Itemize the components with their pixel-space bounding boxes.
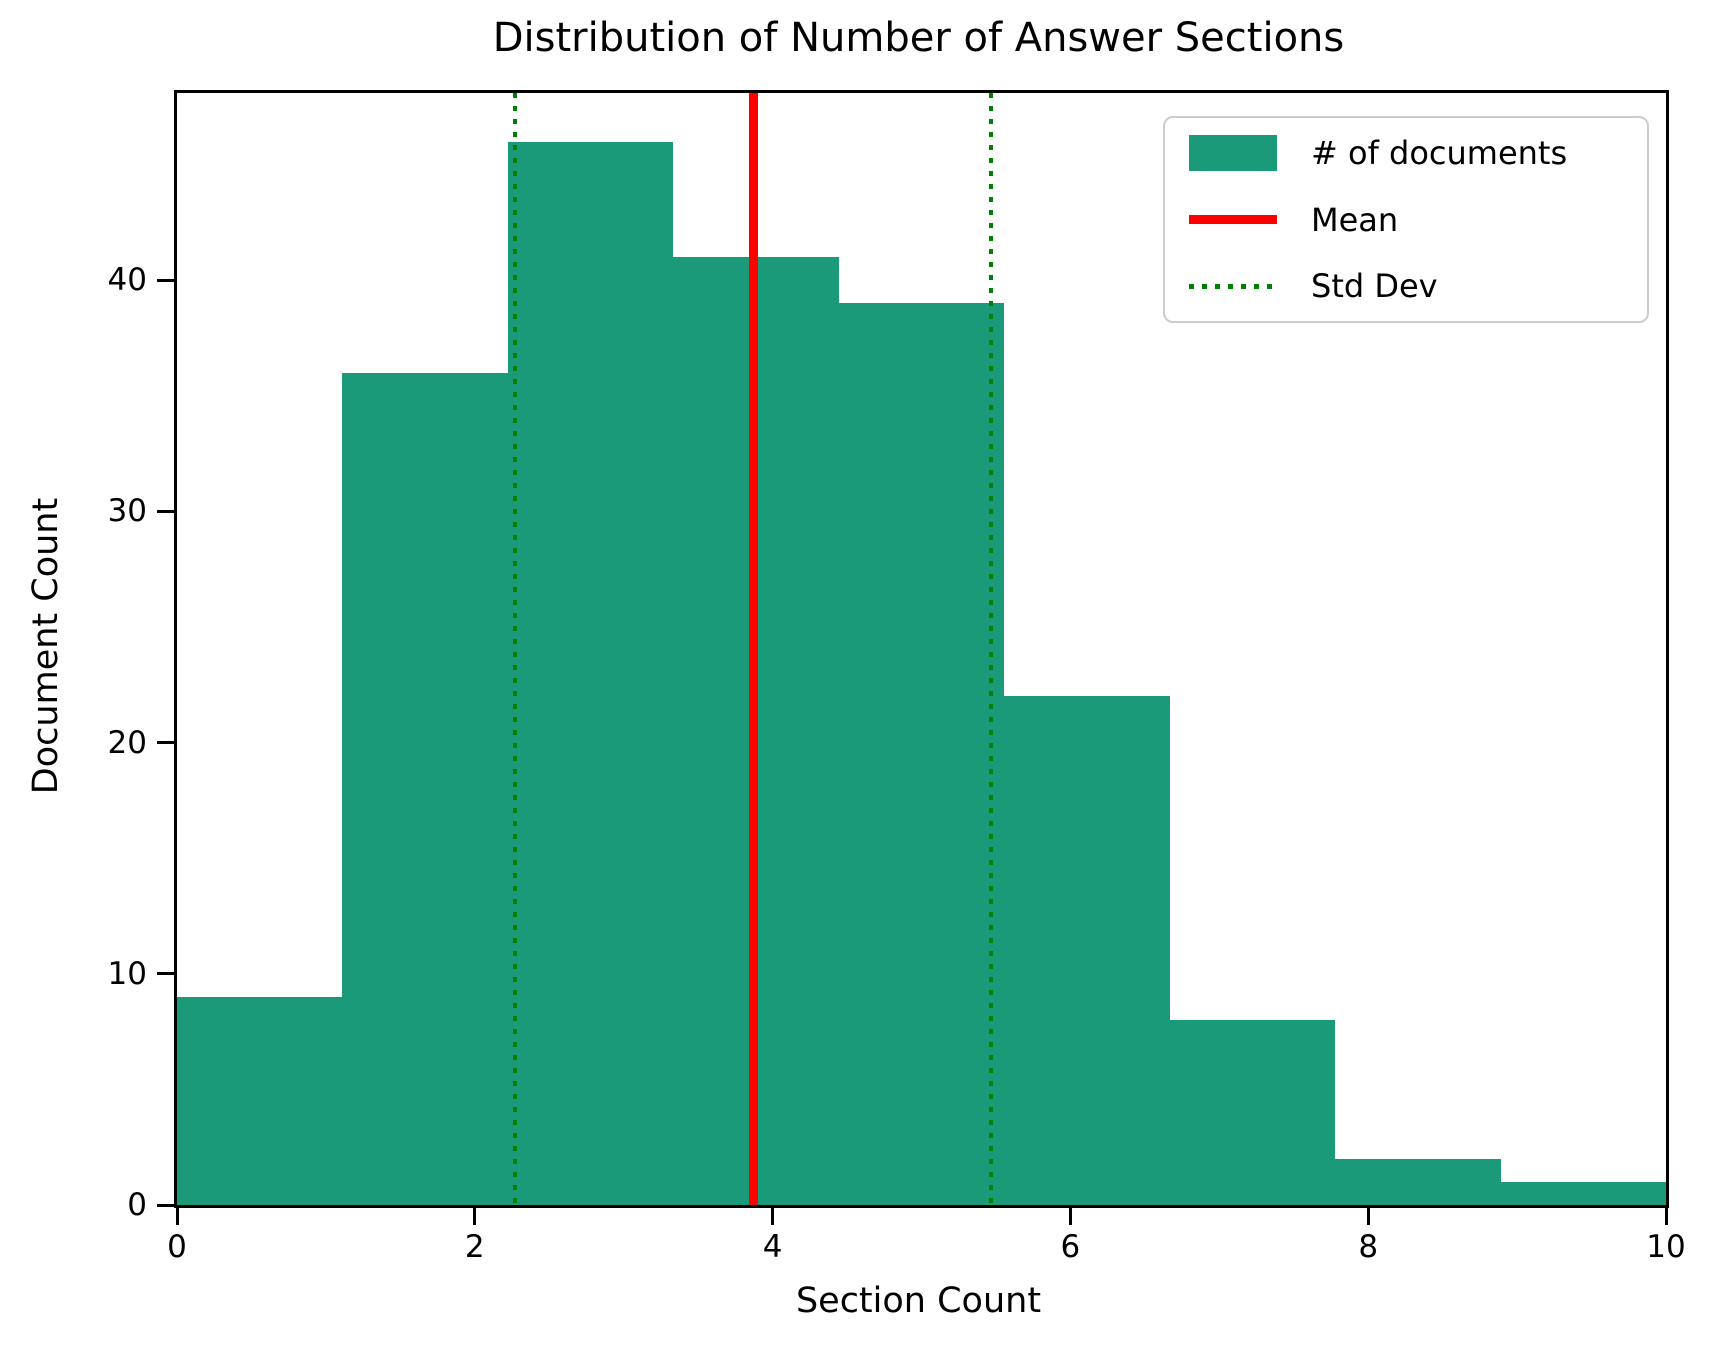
x-tick-label: 8 [1358,1229,1379,1265]
histogram-bar [177,996,343,1205]
x-tick [1664,1208,1668,1225]
x-tick [771,1208,775,1225]
histogram-bar [1004,696,1170,1205]
legend-swatch-mean [1189,215,1277,224]
y-tick [157,972,174,976]
legend-item-label: Std Dev [1311,267,1438,305]
legend-swatch-std-dev [1189,283,1277,289]
legend-item: Mean [1189,201,1623,239]
y-tick-label: 40 [107,262,147,299]
histogram-bar [1169,1020,1336,1205]
y-tick [157,741,174,745]
legend: # of documents Mean Std Dev [1163,116,1649,323]
x-axis-label: Section Count [795,1281,1042,1321]
y-tick-label: 20 [107,724,147,761]
chart-title: Distribution of Number of Answer Section… [492,15,1345,61]
legend-item-label: Mean [1311,200,1399,239]
legend-item: # of documents [1189,134,1623,172]
y-tick-label: 0 [127,1187,147,1223]
x-tick-label: 4 [762,1229,783,1265]
std-dev-line [989,93,994,1205]
x-tick [473,1208,477,1225]
mean-line [748,93,758,1205]
x-tick-label: 10 [1646,1229,1686,1265]
x-tick [1366,1208,1370,1225]
legend-item: Std Dev [1189,267,1623,305]
histogram-bar [342,372,508,1205]
histogram-bar [838,303,1005,1205]
x-tick-label: 2 [464,1229,485,1265]
y-tick [157,1203,174,1207]
x-tick-label: 6 [1060,1229,1081,1265]
y-tick-label: 30 [107,493,147,530]
std-dev-line [513,93,517,1205]
histogram-bar [1500,1181,1666,1205]
plot-area: # of documents Mean Std Dev 0 2 4 6 8 10 0 10 20 30… [108,90,1686,1265]
y-tick [157,278,174,282]
y-axis-label: Document Count [26,497,66,795]
histogram-bar [1335,1158,1501,1205]
legend-swatch--of-documents [1189,135,1277,171]
y-tick [157,509,174,513]
histogram-bar [507,141,674,1205]
x-tick [175,1208,179,1225]
legend-item-label: # of documents [1311,134,1568,172]
y-tick-label: 10 [107,955,147,992]
x-tick-label: 0 [167,1229,187,1265]
x-tick [1068,1208,1072,1225]
